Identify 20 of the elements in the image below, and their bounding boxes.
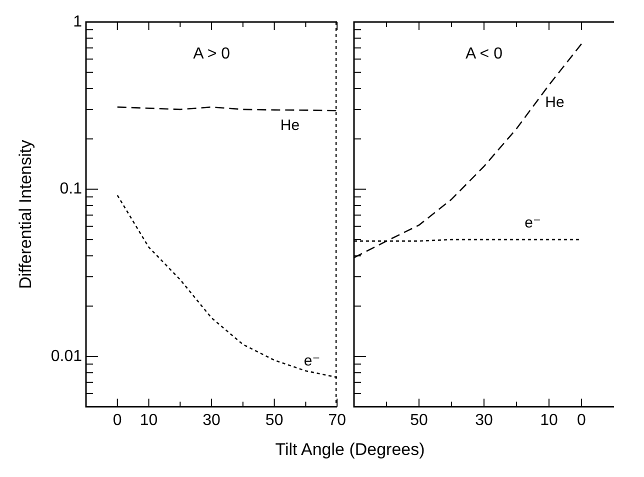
- annotation: A < 0: [466, 45, 503, 62]
- series-label: e⁻: [524, 214, 541, 232]
- y-tick-label: 1: [73, 13, 82, 30]
- x-tick-label: 30: [475, 412, 493, 429]
- x-tick-label: 0: [112, 412, 122, 429]
- x-tick-label: 50: [265, 412, 284, 429]
- x-tick-label: 10: [140, 412, 158, 429]
- x-tick-label: 10: [540, 412, 558, 429]
- x-tick-label: 50: [410, 412, 428, 429]
- y-tick-label: 0.1: [60, 180, 82, 198]
- annotation: A > 0: [193, 45, 230, 62]
- x-tick-label: 70: [328, 412, 346, 429]
- y-tick-label: 0.01: [50, 348, 82, 365]
- series-label: He: [280, 117, 300, 134]
- x-axis-title: Tilt Angle (Degrees): [274, 440, 426, 460]
- x-tick-label: 0: [577, 412, 586, 429]
- series-label: He: [545, 94, 564, 112]
- y-axis-title: Differential Intensity: [16, 139, 35, 289]
- series-label: e⁻: [304, 352, 320, 370]
- x-tick-label: 30: [202, 412, 221, 429]
